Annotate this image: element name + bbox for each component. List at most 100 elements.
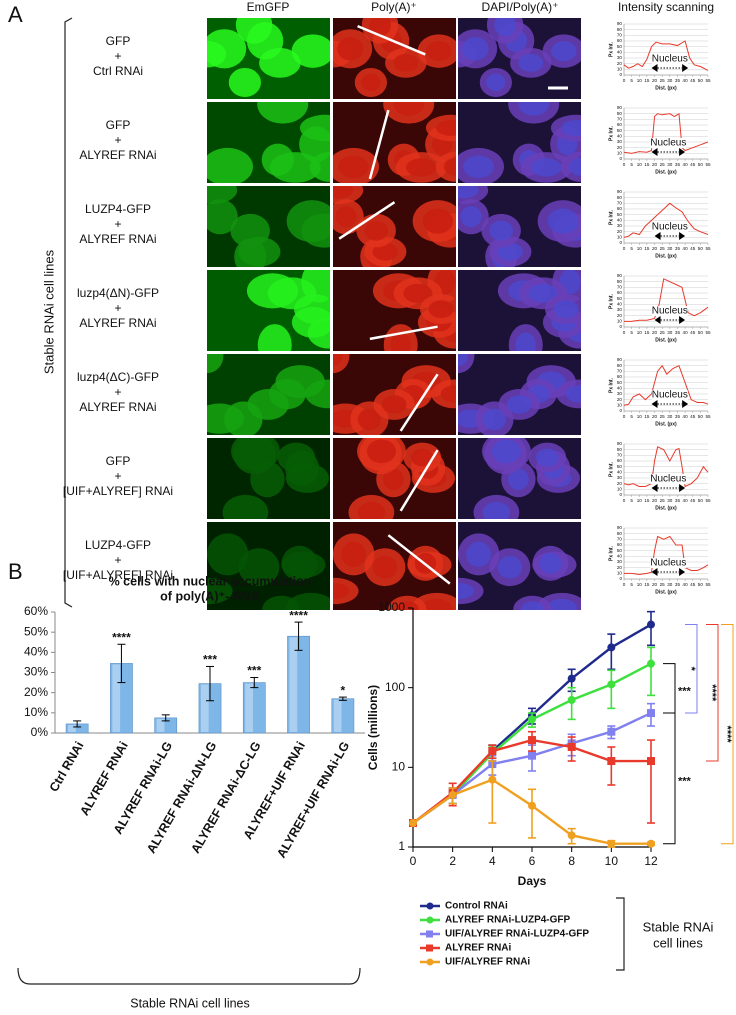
y-tick-label: 10%: [24, 705, 48, 719]
x-tick-label: 5: [630, 330, 633, 335]
nucleus: [482, 501, 511, 519]
y-tick-label: 70: [617, 285, 623, 290]
x-tick-label: 25: [660, 162, 666, 167]
nucleus: [357, 408, 381, 431]
nucleus: [333, 354, 343, 367]
x-tick-label: 30: [667, 162, 673, 167]
x-tick-label: 45: [690, 414, 696, 419]
y-tick-label: 60: [617, 122, 623, 127]
annotation: Nucleus: [650, 558, 686, 569]
x-tick-label: 30: [667, 330, 673, 335]
arrow-head: [679, 316, 686, 324]
intensity-line: [623, 364, 709, 406]
nucleus: [372, 242, 398, 261]
legend-marker: [426, 944, 433, 952]
x-tick-label: 40: [683, 78, 689, 83]
x-tick-label: 20: [652, 78, 658, 83]
y-tick-label: 80: [617, 195, 623, 200]
y-axis-label: Px Int.: [608, 377, 614, 393]
arrow-head: [679, 232, 686, 240]
x-tick-label: 20: [652, 414, 658, 419]
x-tick-label: 40: [683, 330, 689, 335]
micrograph: [458, 102, 581, 183]
y-tick-label: 20: [617, 313, 623, 318]
y-tick-label: 80: [617, 447, 623, 452]
y-tick-label: 90: [617, 273, 623, 278]
micrograph: [458, 270, 581, 351]
nucleus: [518, 102, 550, 116]
x-tick-label: 20: [652, 498, 658, 503]
arrow-head: [654, 232, 661, 240]
x-tick-label: 5: [630, 246, 633, 251]
row-label: LUZP4-GFP: [85, 202, 151, 216]
micrograph: [207, 522, 330, 610]
group-label: Stable RNAi cell lines: [130, 996, 250, 1010]
y-tick-label: 10: [392, 760, 406, 774]
nucleus: [528, 283, 558, 303]
row-label: LUZP4-GFP: [85, 538, 151, 552]
y-tick-label: 40: [617, 386, 623, 391]
nucleus: [462, 37, 489, 61]
legend-group-label: cell lines: [653, 935, 703, 950]
y-tick-label: 30: [617, 223, 623, 228]
y-tick-label: 10: [617, 403, 623, 408]
cell: [294, 294, 330, 324]
significance-bracket: [663, 663, 676, 714]
nucleus: [372, 555, 398, 579]
nucleus: [565, 385, 581, 403]
y-tick-label: 30: [617, 475, 623, 480]
x-tick-label: 55: [705, 246, 711, 251]
annotation: Nucleus: [650, 138, 686, 149]
x-tick-label: 5: [630, 582, 633, 587]
y-tick-label: 70: [617, 537, 623, 542]
y-tick-label: 30: [617, 559, 623, 564]
cell: [286, 200, 330, 243]
scan-line: [387, 534, 451, 585]
x-tick-label: 0: [623, 78, 626, 83]
data-point: [607, 727, 616, 736]
y-tick-label: 20: [617, 397, 623, 402]
x-tick-label: 35: [675, 582, 681, 587]
nucleus: [539, 552, 562, 574]
x-tick-label: 12: [644, 854, 658, 868]
panel-label: A: [8, 2, 23, 27]
x-axis-label: Dist. (px): [655, 589, 677, 595]
y-tick-label: 30: [617, 391, 623, 396]
x-tick-label: 50: [698, 330, 704, 335]
label-bg: [650, 474, 687, 484]
x-tick-label: 30: [667, 246, 673, 251]
significance-bracket: [721, 624, 734, 845]
x-tick-label: 25: [660, 582, 666, 587]
nucleus: [458, 354, 468, 367]
cell: [238, 548, 280, 587]
data-point: [567, 742, 576, 751]
y-tick-label: 50: [617, 464, 623, 469]
legend-marker: [426, 902, 434, 910]
micrograph: [207, 18, 330, 99]
x-tick-label: 55: [705, 78, 711, 83]
legend-marker: [426, 958, 434, 966]
x-tick-label: 10: [637, 582, 643, 587]
label-bg: [650, 558, 687, 568]
group-bracket: [17, 967, 361, 985]
y-tick-label: 20: [617, 565, 623, 570]
x-tick-label: 0: [623, 246, 626, 251]
nucleus: [506, 395, 532, 414]
y-tick-label: 0: [619, 576, 622, 581]
annotation: Nucleus: [652, 54, 688, 65]
nucleus: [435, 120, 456, 136]
nucleus: [443, 157, 456, 176]
x-tick-label: 55: [705, 582, 711, 587]
nucleus: [381, 395, 407, 414]
micrograph: [207, 186, 330, 267]
nucleus: [383, 468, 404, 491]
arrow-head: [682, 64, 689, 72]
cell: [222, 494, 269, 519]
scan-line: [399, 373, 439, 432]
y-tick-label: 10: [617, 319, 623, 324]
x-tick-label: 30: [667, 78, 673, 83]
cell: [247, 389, 289, 420]
nucleus: [546, 598, 577, 610]
nucleus: [411, 448, 434, 467]
micrograph: [207, 354, 330, 435]
